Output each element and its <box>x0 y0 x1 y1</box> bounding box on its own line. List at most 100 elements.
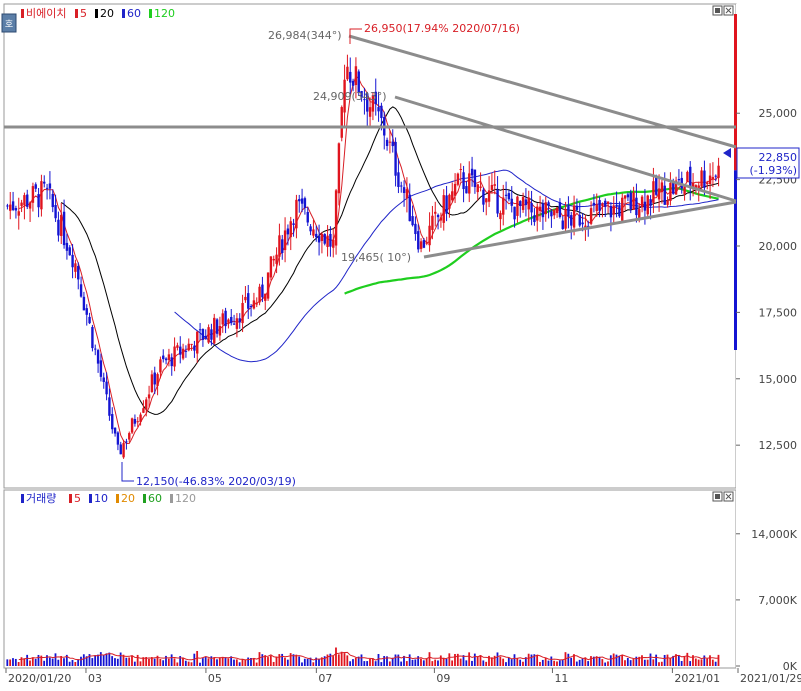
volume-bar <box>14 658 17 666</box>
volume-bar <box>590 656 592 666</box>
candle <box>510 186 513 213</box>
volume-bar <box>689 661 692 666</box>
volume-bar <box>176 662 179 666</box>
volume-bar <box>54 653 57 666</box>
volume-bar <box>706 658 709 666</box>
volume-bar <box>570 657 573 666</box>
candle <box>385 137 389 151</box>
volume-bar <box>448 653 451 666</box>
volume-bar <box>400 661 403 666</box>
trendline-bottom <box>423 200 737 259</box>
candle <box>43 175 46 188</box>
volume-panel-controls[interactable] <box>712 491 734 502</box>
candle <box>130 417 134 435</box>
candle <box>473 169 477 194</box>
settings-icon[interactable]: 호 <box>1 13 17 33</box>
price-panel-controls[interactable] <box>712 5 734 16</box>
volume-bar <box>638 656 641 666</box>
volume-bar <box>332 656 335 666</box>
volume-bar <box>456 653 459 666</box>
candle <box>278 223 281 266</box>
price-axis-area <box>736 4 798 668</box>
candle <box>521 192 525 213</box>
candle <box>419 238 423 253</box>
volume-bar <box>116 658 119 666</box>
candle <box>65 233 69 260</box>
volume-bar <box>114 658 116 666</box>
candle <box>504 181 508 210</box>
candle <box>360 90 363 102</box>
candle <box>711 162 715 188</box>
candle <box>564 201 567 232</box>
time-axis: 2020/01/20 03 05 07 09 11 2021/01 2021/01/29 <box>5 668 801 685</box>
volume-bar <box>133 661 136 666</box>
candle <box>34 182 37 193</box>
volume-bar <box>411 659 414 666</box>
ma-legend-120: 120 <box>154 7 175 20</box>
candle <box>683 184 686 201</box>
candle <box>309 224 312 236</box>
candle <box>94 344 97 356</box>
candle <box>555 207 559 218</box>
ma-legend-120: 120 <box>175 492 196 505</box>
candle <box>62 199 66 249</box>
volume-bar <box>255 662 258 666</box>
candle <box>266 272 270 301</box>
candle <box>275 247 278 274</box>
candle <box>462 165 465 203</box>
candle <box>468 161 471 203</box>
volume-bar <box>247 657 250 666</box>
candle <box>499 210 502 231</box>
volume-bar <box>227 658 230 666</box>
volume-bar <box>629 660 632 666</box>
price-legend: 비에이치 5 20 60 120 <box>21 7 175 20</box>
volume-bar <box>669 657 672 666</box>
volume-axis: 0K 7,000K 14,000K <box>736 528 798 673</box>
volume-bar <box>405 661 408 666</box>
candle <box>320 231 324 254</box>
candle <box>700 167 703 192</box>
volume-bar <box>680 661 683 666</box>
candle <box>108 388 111 421</box>
candle <box>397 158 400 194</box>
candle <box>337 142 341 206</box>
volume-bar <box>505 662 507 666</box>
volume-ma5-line <box>18 651 719 661</box>
candle <box>45 183 49 200</box>
candle <box>334 188 338 255</box>
candle <box>621 193 624 222</box>
candle <box>85 304 88 326</box>
volume-bar <box>63 658 65 666</box>
low-marker <box>121 462 134 482</box>
high-label: 26,950(17.94% 2020/07/16) <box>364 22 520 35</box>
price-tick-label: 15,000 <box>759 373 798 386</box>
volume-bar <box>65 654 68 666</box>
volume-bar <box>244 659 247 666</box>
time-tick-label: 11 <box>554 672 568 685</box>
candle <box>436 213 440 230</box>
candle <box>686 170 689 183</box>
candle <box>618 201 621 218</box>
candle <box>235 313 239 338</box>
candle <box>377 91 380 122</box>
volume-bar <box>536 655 539 666</box>
candle <box>425 236 428 246</box>
candle <box>502 184 505 226</box>
candle <box>533 208 536 226</box>
high-marker <box>349 28 362 44</box>
volume-bar <box>337 654 340 666</box>
candle <box>184 345 188 358</box>
volume-bar <box>136 654 139 666</box>
volume-bar <box>352 659 354 666</box>
volume-bar <box>298 656 301 666</box>
volume-tick-label: 7,000K <box>758 594 797 607</box>
candle <box>519 200 522 218</box>
candle <box>54 194 57 222</box>
candle <box>445 185 448 222</box>
volume-bar <box>26 654 29 666</box>
candle <box>388 130 392 154</box>
price-panel <box>3 3 737 489</box>
candle <box>674 176 678 195</box>
volume-bar <box>46 655 48 666</box>
volume-bar <box>292 654 295 666</box>
